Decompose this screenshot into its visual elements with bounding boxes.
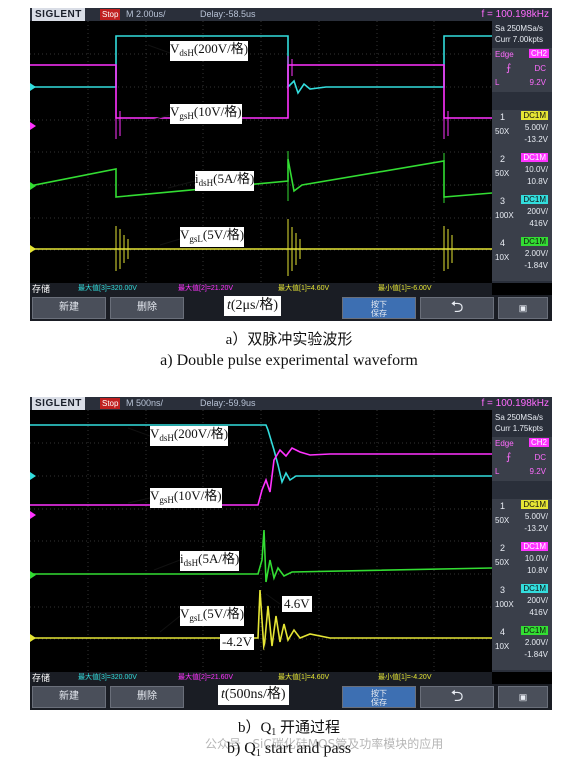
- waveform-area-a: VdsH(200V/格) VgsH(10V/格) idsH(5A/格) VgsL…: [30, 21, 492, 283]
- measurement-3: 最大值[1]=4.60V: [278, 674, 330, 681]
- sample-rate: Sa 250MSa/s: [495, 413, 544, 422]
- sample-rate: Sa 250MSa/s: [495, 24, 544, 33]
- channel-2-box[interactable]: 2 DC1M 50X 10.0V/ 10.8V: [492, 541, 552, 586]
- vgsh-trace: [30, 446, 492, 506]
- siglent-logo: SIGLENT: [32, 397, 85, 410]
- vdsh-trace: [30, 424, 492, 485]
- trigger-source: CH2: [528, 49, 549, 58]
- trigger-mode: Edge: [495, 439, 514, 448]
- channel-1-box[interactable]: 1 DC1M 50X 5.00V/ -13.2V: [492, 499, 552, 544]
- waveform-svg-b: [30, 410, 492, 672]
- vgsh-trace: [30, 64, 492, 119]
- channel-4-box[interactable]: 4 DC1M 10X 2.00V/ -1.84V: [492, 236, 552, 281]
- channel-4-box[interactable]: 4 DC1M 10X 2.00V/ -1.84V: [492, 625, 552, 670]
- store-label: 存储: [32, 673, 51, 683]
- softkey-bar-a: 新建 删除 t(2μs/格) 按下 保存 ⮌ ▣: [30, 295, 552, 321]
- rising-edge-icon: ⨍: [506, 63, 512, 74]
- trigger-mode: Edge: [495, 50, 514, 59]
- idsh-label: idsH(5A/格): [180, 551, 240, 571]
- press-save-button[interactable]: 按下 保存: [342, 297, 416, 319]
- measurement-4: 最小值[1]=-6.00V: [378, 285, 432, 292]
- trigger-coupling: DC: [534, 64, 546, 73]
- trigger-panel[interactable]: Edge CH2 ⨍ DC L 9.2V: [492, 48, 552, 92]
- run-stop-badge[interactable]: Stop: [100, 9, 121, 20]
- measurement-bar-a: 存储 最大值[3]=320.00V 最大值[2]=21.20V 最大值[1]=4…: [30, 283, 492, 295]
- measurement-1: 最大值[3]=320.00V: [78, 285, 137, 292]
- timebase-readout: M 2.00us/: [126, 9, 166, 19]
- channel-2-box[interactable]: 2 DC1M 50X 10.0V/ 10.8V: [492, 152, 552, 197]
- channel-1-box[interactable]: 1 DC1M 50X 5.00V/ -13.2V: [492, 110, 552, 155]
- network-icon[interactable]: ▣: [498, 297, 548, 319]
- delete-button[interactable]: 删除: [110, 686, 184, 708]
- scope-a-topbar: SIGLENT Stop M 2.00us/ Delay:-58.5us f =…: [30, 8, 552, 21]
- channel-3-box[interactable]: 3 DC1M 100X 200V/ 416V: [492, 583, 552, 628]
- back-arrow-icon[interactable]: ⮌: [420, 686, 494, 708]
- trigger-panel[interactable]: Edge CH2 ⨍ DC L 9.2V: [492, 437, 552, 481]
- vgsh-label: VgsH(10V/格): [170, 104, 242, 124]
- trigger-level-label: L: [495, 78, 500, 87]
- watermark-text: 公众号 · SiC碳化硅MOS管及功率模块的应用: [205, 737, 444, 751]
- frequency-readout: f = 100.198kHz: [481, 9, 549, 20]
- vgsh-label: VgsH(10V/格): [150, 488, 222, 508]
- caption-a-cn: a）双脉冲实验波形: [225, 332, 353, 348]
- caption-a-en: a) Double pulse experimental waveform: [160, 352, 418, 369]
- vgsl-label: VgsL(5V/格): [180, 606, 245, 626]
- record-length: Curr 7.00kpts: [495, 35, 544, 44]
- record-length: Curr 1.75kpts: [495, 424, 544, 433]
- peak-annotation: 4.6V: [282, 596, 312, 612]
- trigger-level-label: L: [495, 467, 500, 476]
- scope-screen-b: SIGLENT Stop M 500ns/ Delay:-59.9us f = …: [30, 397, 552, 710]
- idsh-label: idsH(5A/格): [195, 171, 255, 191]
- store-label: 存储: [32, 284, 51, 294]
- measurement-4: 最小值[1]=-4.20V: [378, 674, 432, 681]
- scope-b-sidepanel: Sa 250MSa/s Curr 1.75kpts Edge CH2 ⨍ DC …: [492, 410, 552, 672]
- trigger-level: 9.2V: [529, 467, 546, 476]
- new-button[interactable]: 新建: [32, 297, 106, 319]
- softkey-bar-b: 新建 删除 t(500ns/格) 按下 保存 ⮌ ▣: [30, 684, 552, 710]
- scope-screen-a: SIGLENT Stop M 2.00us/ Delay:-58.5us f =…: [30, 8, 552, 321]
- measurement-bar-b: 存储 最大值[3]=320.00V 最大值[2]=21.60V 最大值[1]=4…: [30, 672, 492, 684]
- channel-3-box[interactable]: 3 DC1M 100X 200V/ 416V: [492, 194, 552, 239]
- delete-button[interactable]: 删除: [110, 297, 184, 319]
- idsh-trace: [30, 529, 492, 583]
- trigger-level: 9.2V: [529, 78, 546, 87]
- vdsh-label: VdsH(200V/格): [150, 426, 229, 446]
- vgsl-trace: [30, 589, 492, 651]
- waveform-svg-a: [30, 21, 492, 283]
- measurement-3: 最大值[1]=4.60V: [278, 285, 330, 292]
- rising-edge-icon: ⨍: [506, 452, 512, 463]
- frequency-readout: f = 100.198kHz: [481, 398, 549, 409]
- delay-readout: Delay:-59.9us: [200, 398, 256, 408]
- measurement-2: 最大值[2]=21.20V: [178, 285, 234, 292]
- vgsl-label: VgsL(5V/格): [180, 227, 245, 247]
- trigger-coupling: DC: [534, 453, 546, 462]
- scope-b-topbar: SIGLENT Stop M 500ns/ Delay:-59.9us f = …: [30, 397, 552, 410]
- measurement-2: 最大值[2]=21.60V: [178, 674, 234, 681]
- timebase-readout: M 500ns/: [126, 398, 164, 408]
- delay-readout: Delay:-58.5us: [200, 9, 256, 19]
- network-icon[interactable]: ▣: [498, 686, 548, 708]
- caption-b-cn: b）Q1 开通过程: [237, 720, 341, 738]
- trigger-source: CH2: [528, 438, 549, 447]
- back-arrow-icon[interactable]: ⮌: [420, 297, 494, 319]
- timebase-label-b: t(500ns/格): [218, 685, 289, 705]
- measurement-1: 最大值[3]=320.00V: [78, 674, 137, 681]
- press-save-button[interactable]: 按下 保存: [342, 686, 416, 708]
- scope-a-sidepanel: Sa 250MSa/s Curr 7.00kpts Edge CH2 ⨍ DC …: [492, 21, 552, 283]
- timebase-label-a: t(2μs/格): [224, 296, 282, 316]
- trough-annotation: -4.2V: [220, 634, 254, 650]
- new-button[interactable]: 新建: [32, 686, 106, 708]
- vdsh-label: VdsH(200V/格): [170, 41, 249, 61]
- caption-b-en: b) Q1 start and pass: [226, 740, 352, 759]
- waveform-area-b: VdsH(200V/格) VgsH(10V/格) idsH(5A/格) VgsL…: [30, 410, 492, 672]
- siglent-logo: SIGLENT: [32, 8, 85, 21]
- run-stop-badge[interactable]: Stop: [100, 398, 121, 409]
